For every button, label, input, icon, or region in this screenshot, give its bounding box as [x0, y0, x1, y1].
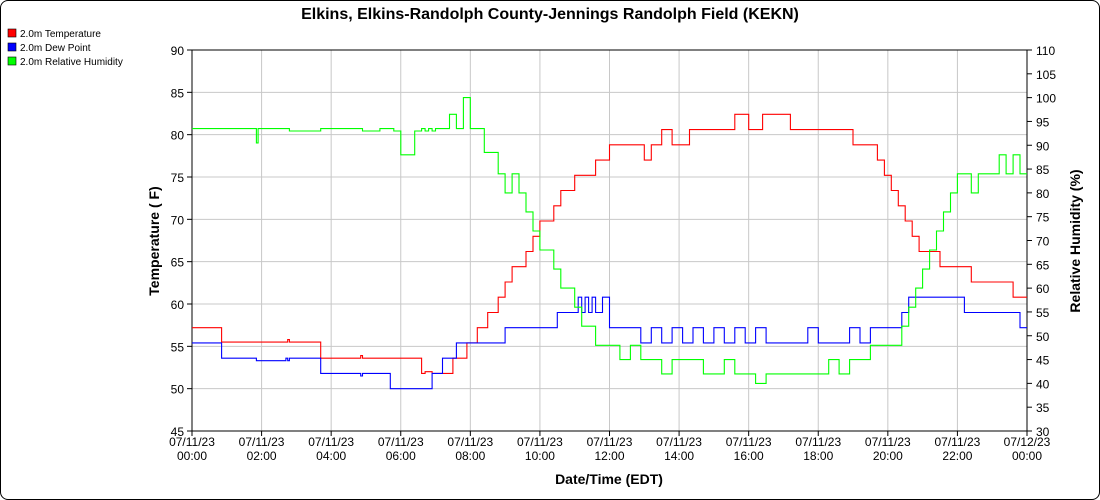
- y-tick-label: 65: [171, 256, 185, 270]
- series-line-2-0m-relative-humidity: [192, 97, 1027, 384]
- right-axis-ticks: 30 35 40 45 50 55 60 65 70 75 80 85 90 95 100 105 110: [1027, 44, 1056, 439]
- series-line-2-0m-temperature: [192, 113, 1027, 374]
- y2-tick-label: 110: [1036, 44, 1055, 58]
- x-axis-ticks: 07/11/2300:0007/11/2302:0007/11/2304:000…: [169, 431, 1051, 463]
- legend-label: 2.0m Dew Point: [20, 43, 91, 54]
- x-tick-time: 00:00: [1012, 449, 1042, 463]
- y-tick-label: 80: [171, 129, 185, 143]
- x-tick-date: 07/11/23: [935, 435, 981, 449]
- grid-lines: [191, 49, 1028, 432]
- x-tick-date: 07/11/23: [447, 435, 493, 449]
- y-axis-label: Temperature ( F): [146, 186, 162, 295]
- x-tick-time: 16:00: [734, 449, 764, 463]
- y2-tick-label: 100: [1036, 92, 1056, 106]
- legend-swatch: [7, 56, 17, 66]
- x-tick-time: 08:00: [455, 449, 485, 463]
- x-tick-date: 07/11/23: [517, 435, 563, 449]
- y2-tick-label: 65: [1036, 258, 1050, 272]
- x-tick-date: 07/11/23: [587, 435, 633, 449]
- y-tick-label: 70: [171, 213, 185, 227]
- y2-tick-label: 75: [1036, 211, 1050, 225]
- y2-tick-label: 40: [1036, 377, 1050, 391]
- x-tick-time: 10:00: [525, 449, 555, 463]
- x-tick-date: 07/11/23: [795, 435, 841, 449]
- y2-tick-label: 95: [1036, 115, 1050, 129]
- y-tick-label: 50: [171, 383, 185, 397]
- legend-swatch: [7, 28, 17, 38]
- x-tick-date: 07/11/23: [865, 435, 911, 449]
- x-tick-time: 20:00: [873, 449, 903, 463]
- x-tick-time: 12:00: [594, 449, 624, 463]
- y2-tick-label: 70: [1036, 235, 1050, 249]
- series-line-2-0m-dew-point: [192, 296, 1027, 390]
- y2-axis-label: Relative Humidity (%): [1067, 169, 1083, 312]
- y-tick-label: 75: [171, 171, 185, 185]
- y2-tick-label: 80: [1036, 187, 1050, 201]
- y-tick-label: 60: [171, 298, 185, 312]
- x-tick-date: 07/12/23: [1004, 435, 1051, 449]
- y2-tick-label: 90: [1036, 139, 1050, 153]
- x-tick-time: 06:00: [386, 449, 416, 463]
- x-tick-time: 22:00: [942, 449, 972, 463]
- y2-tick-label: 60: [1036, 282, 1050, 296]
- x-tick-date: 07/11/23: [726, 435, 772, 449]
- x-tick-date: 07/11/23: [308, 435, 354, 449]
- x-tick-time: 14:00: [664, 449, 694, 463]
- chart-title: Elkins, Elkins-Randolph County-Jennings …: [301, 6, 799, 23]
- legend: 2.0m Temperature 2.0m Dew Point 2.0m Relat…: [7, 28, 123, 68]
- x-tick-date: 07/11/23: [378, 435, 424, 449]
- y2-tick-label: 50: [1036, 330, 1050, 344]
- series-lines: [192, 97, 1027, 390]
- x-tick-time: 02:00: [247, 449, 277, 463]
- y2-tick-label: 35: [1036, 401, 1050, 415]
- x-tick-time: 04:00: [316, 449, 346, 463]
- y2-tick-label: 85: [1036, 163, 1050, 177]
- legend-swatch: [7, 42, 17, 52]
- legend-label: 2.0m Relative Humidity: [20, 57, 123, 68]
- y2-tick-label: 55: [1036, 306, 1050, 320]
- y2-tick-label: 105: [1036, 68, 1056, 82]
- y2-tick-label: 45: [1036, 354, 1050, 368]
- y-tick-label: 90: [171, 44, 185, 58]
- y-tick-label: 85: [171, 86, 185, 100]
- x-tick-date: 07/11/23: [239, 435, 285, 449]
- left-axis-ticks: 45 50 55 60 65 70 75 80 85 90: [171, 44, 192, 439]
- y-tick-label: 55: [171, 340, 185, 354]
- x-tick-time: 18:00: [803, 449, 833, 463]
- x-tick-date: 07/11/23: [169, 435, 215, 449]
- x-tick-date: 07/11/23: [656, 435, 702, 449]
- x-axis-label: Date/Time (EDT): [555, 471, 663, 487]
- legend-label: 2.0m Temperature: [20, 29, 101, 40]
- y-tick-label: 45: [171, 425, 185, 439]
- x-tick-time: 00:00: [177, 449, 207, 463]
- y2-tick-label: 30: [1036, 425, 1050, 439]
